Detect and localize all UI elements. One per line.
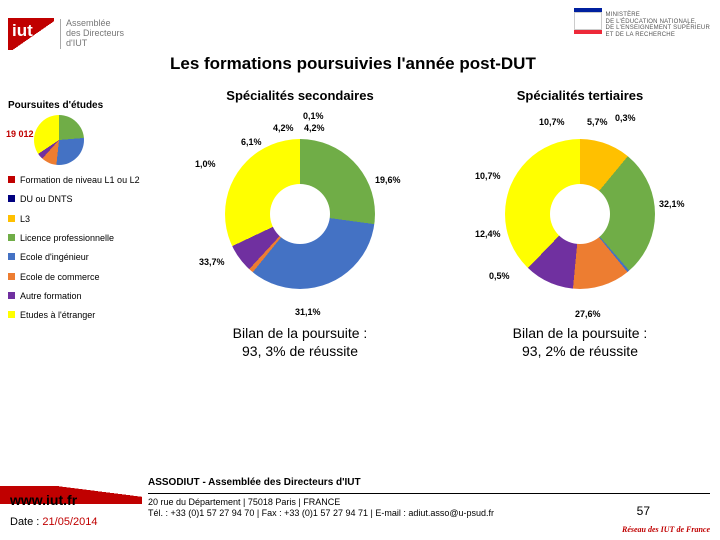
legend-swatch-icon — [8, 215, 15, 222]
date-label: Date : — [10, 516, 42, 528]
page-number: 57 — [637, 504, 650, 518]
assodiut-label: ASSODIUT - Assemblée des Directeurs d'IU… — [148, 477, 361, 488]
legend-label: Autre formation — [20, 291, 82, 301]
date: Date : 21/05/2014 — [10, 516, 97, 528]
legend-label: Ecole de commerce — [20, 272, 100, 282]
reussite-2: 93, 2% de réussite — [440, 343, 720, 359]
legend: Poursuites d'études 19 012 Formation de … — [8, 100, 148, 330]
legend-item: Autre formation — [8, 291, 148, 301]
chart-datalabel: 0,1% — [303, 111, 324, 121]
legend-item: L3 — [8, 214, 148, 224]
legend-label: Ecole d'ingénieur — [20, 252, 89, 262]
footer-address: 20 rue du Département | 75018 Paris | FR… — [148, 497, 494, 520]
legend-label: L3 — [20, 214, 30, 224]
donut-chart-2: 0,3% 10,7% 5,7% 10,7% 32,1% 12,4% 0,5% 27,6% — [475, 109, 685, 319]
legend-item: Etudes à l'étranger — [8, 310, 148, 320]
legend-swatch-icon — [8, 253, 15, 260]
site-url: www.iut.fr — [10, 492, 77, 508]
chart-datalabel: 0,5% — [489, 271, 510, 281]
legend-swatch-icon — [8, 311, 15, 318]
chart-datalabel: 32,1% — [659, 199, 685, 209]
chart-datalabel: 31,1% — [295, 307, 321, 317]
chart-datalabel: 5,7% — [587, 117, 608, 127]
legend-item: Formation de niveau L1 ou L2 — [8, 175, 148, 185]
bilan-1: Bilan de la poursuite : — [160, 325, 440, 341]
chart-title-2: Spécialités tertiaires — [440, 88, 720, 103]
chart-datalabel: 4,2% — [304, 123, 325, 133]
legend-label: Formation de niveau L1 ou L2 — [20, 175, 140, 185]
chart-tertiary: Spécialités tertiaires 0,3% 10,7% 5,7% 10,7… — [440, 88, 720, 359]
chart-datalabel: 19,6% — [375, 175, 401, 185]
gov-text: MINISTÈRE DE L'ÉDUCATION NATIONALE, DE L… — [606, 12, 710, 38]
reussite-1: 93, 3% de réussite — [160, 343, 440, 359]
mini-pie-chart: 19 012 — [8, 115, 68, 171]
chart-datalabel: 6,1% — [241, 137, 262, 147]
donut-chart-1: 0,1% 4,2% 4,2% 6,1% 1,0% 19,6% 33,7% 31,1% — [195, 109, 405, 319]
chart-datalabel: 10,7% — [539, 117, 565, 127]
chart-title-1: Spécialités secondaires — [160, 88, 440, 103]
legend-item: DU ou DNTS — [8, 194, 148, 204]
chart-secondary: Spécialités secondaires 0,1% 4,2% 4,2% 6,1%… — [160, 88, 440, 359]
header: Assemblée des Directeurs d'IUT MINISTÈRE… — [0, 0, 720, 90]
gov-logo-icon — [574, 8, 602, 44]
bilan-2: Bilan de la poursuite : — [440, 325, 720, 341]
legend-item: Ecole d'ingénieur — [8, 252, 148, 262]
legend-item: Ecole de commerce — [8, 272, 148, 282]
addr-line1: 20 rue du Département | 75018 Paris | FR… — [148, 497, 494, 509]
logo-iut: Assemblée des Directeurs d'IUT — [8, 18, 124, 50]
legend-label: Licence professionnelle — [20, 233, 114, 243]
legend-swatch-icon — [8, 234, 15, 241]
iut-mark-icon — [8, 18, 54, 50]
legend-swatch-icon — [8, 195, 15, 202]
legend-title: Poursuites d'études — [8, 100, 148, 111]
legend-item: Licence professionnelle — [8, 233, 148, 243]
legend-swatch-icon — [8, 273, 15, 280]
chart-datalabel: 1,0% — [195, 159, 216, 169]
page-title: Les formations poursuivies l'année post-… — [170, 54, 536, 74]
footer: www.iut.fr Date : 21/05/2014 ASSODIUT - … — [0, 468, 720, 540]
chart-datalabel: 0,3% — [615, 113, 636, 123]
chart-datalabel: 10,7% — [475, 171, 501, 181]
chart-datalabel: 27,6% — [575, 309, 601, 319]
chart-datalabel: 4,2% — [273, 123, 294, 133]
legend-swatch-icon — [8, 292, 15, 299]
logo-subtitle: Assemblée des Directeurs d'IUT — [60, 19, 124, 49]
legend-label: Etudes à l'étranger — [20, 310, 95, 320]
legend-label: DU ou DNTS — [20, 194, 73, 204]
legend-swatch-icon — [8, 176, 15, 183]
reseau-tagline: Réseau des IUT de France — [622, 525, 710, 534]
chart-datalabel: 33,7% — [199, 257, 225, 267]
chart-datalabel: 12,4% — [475, 229, 501, 239]
addr-line2: Tél. : +33 (0)1 57 27 94 70 | Fax : +33 … — [148, 508, 494, 520]
mini-pie-label: 19 012 — [6, 129, 34, 139]
footer-divider — [148, 493, 710, 494]
date-value: 21/05/2014 — [42, 516, 97, 528]
